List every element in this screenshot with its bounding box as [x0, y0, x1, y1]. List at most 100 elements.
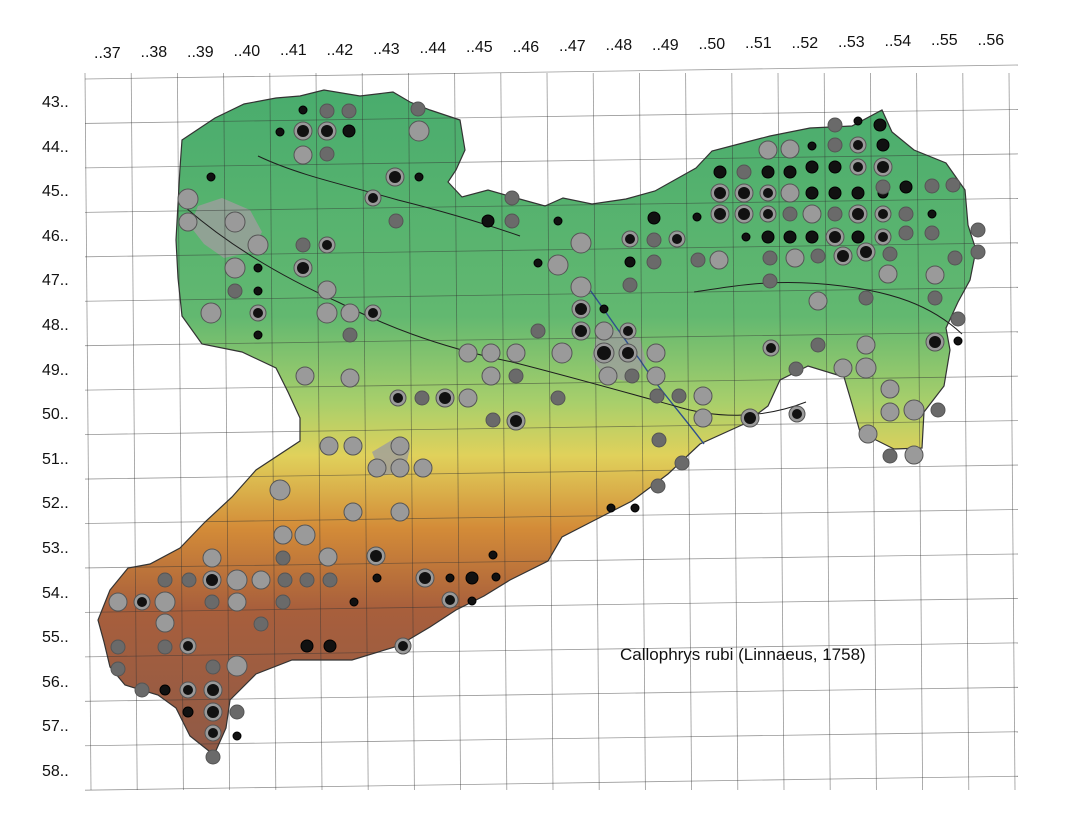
record-marker-core: [877, 161, 889, 173]
record-marker-core: [393, 393, 403, 403]
column-label: ..54: [884, 33, 912, 51]
record-marker-black: [488, 550, 498, 560]
record-marker-light: [646, 343, 666, 363]
record-marker-dark: [485, 412, 501, 428]
row-label: 50..: [42, 406, 69, 424]
record-marker-black: [182, 706, 194, 718]
grid-line: [84, 775, 1019, 791]
record-marker-black: [761, 165, 775, 179]
record-marker-light: [858, 424, 878, 444]
record-marker-light: [226, 655, 248, 677]
row-label: 46..: [42, 227, 69, 245]
grid-line: [84, 72, 92, 791]
grid-line: [500, 72, 508, 791]
record-marker-dark: [674, 455, 690, 471]
record-marker-dark: [414, 390, 430, 406]
record-marker-dark: [504, 213, 520, 229]
record-marker-black: [349, 597, 359, 607]
record-marker-core: [322, 240, 332, 250]
record-marker-core: [510, 415, 522, 427]
record-marker-dark: [157, 639, 173, 655]
record-marker-dark: [898, 225, 914, 241]
record-marker-light: [598, 366, 618, 386]
record-marker-light: [317, 280, 337, 300]
column-label: ..45: [466, 39, 493, 57]
grid-line: [685, 72, 692, 791]
record-marker-light: [646, 366, 666, 386]
record-marker-core: [297, 262, 309, 274]
record-marker-core: [763, 188, 773, 198]
row-label: 43..: [42, 94, 69, 111]
record-marker-light: [709, 250, 729, 270]
record-marker-dark: [649, 388, 665, 404]
record-marker-black: [761, 230, 775, 244]
record-marker-dark: [646, 232, 662, 248]
record-marker-light: [293, 145, 313, 165]
record-marker-core: [207, 684, 219, 696]
record-marker-dark: [204, 594, 220, 610]
record-marker-core: [297, 125, 309, 137]
record-marker-black: [298, 105, 308, 115]
record-marker-dark: [322, 572, 338, 588]
record-marker-black: [275, 127, 285, 137]
record-marker-light: [390, 458, 410, 478]
record-marker-dark: [930, 402, 946, 418]
species-title: Callophrys rubi (Linnaeus, 1758): [620, 645, 866, 664]
record-marker-black: [851, 186, 865, 200]
record-marker-black: [253, 263, 263, 273]
grid-line: [315, 72, 323, 791]
column-label: ..40: [233, 42, 261, 60]
record-marker-dark: [950, 311, 966, 327]
record-marker-light: [855, 357, 877, 379]
record-marker-dark: [319, 103, 335, 119]
record-marker-light: [316, 302, 338, 324]
grid-line: [84, 642, 1019, 658]
grid-line: [84, 509, 1019, 524]
column-label: ..52: [791, 34, 819, 52]
record-marker-dark: [110, 661, 126, 677]
record-marker-black: [599, 304, 609, 314]
column-label: ..46: [512, 38, 540, 56]
grid-line: [130, 72, 138, 791]
record-marker-light: [780, 139, 800, 159]
column-label: ..56: [977, 31, 1005, 49]
grid-line: [731, 72, 739, 791]
record-marker-black: [783, 230, 797, 244]
record-marker-light: [108, 592, 128, 612]
record-marker-dark: [134, 682, 150, 698]
record-marker-core: [860, 246, 872, 258]
record-marker-light: [177, 188, 199, 210]
record-marker-core: [137, 597, 147, 607]
record-marker-black: [206, 172, 216, 182]
record-marker-light: [878, 264, 898, 284]
record-marker-black: [805, 160, 819, 174]
record-marker-dark: [205, 659, 221, 675]
record-marker-dark: [924, 178, 940, 194]
column-label: ..39: [187, 43, 214, 61]
urban-area-leipzig: [190, 198, 262, 258]
record-marker-light: [155, 613, 175, 633]
row-label: 58..: [42, 763, 69, 780]
grid-line: [408, 72, 415, 791]
occurrence-markers: [108, 101, 986, 765]
record-marker-black: [481, 214, 495, 228]
record-marker-core: [419, 572, 431, 584]
record-marker-dark: [181, 572, 197, 588]
record-marker-black: [414, 172, 424, 182]
column-label: ..48: [605, 37, 633, 55]
grid-line: [84, 109, 1019, 124]
record-marker-core: [183, 685, 193, 695]
record-marker-dark: [319, 146, 335, 162]
grid-lines: [84, 64, 1019, 791]
column-label: ..50: [698, 35, 726, 53]
record-marker-light: [880, 379, 900, 399]
record-marker-core: [575, 303, 587, 315]
record-marker-black: [807, 141, 817, 151]
column-label: ..44: [419, 40, 447, 58]
column-label: ..38: [140, 44, 168, 62]
record-marker-core: [744, 412, 756, 424]
record-marker-light: [390, 436, 410, 456]
grid-line: [84, 553, 1019, 569]
record-marker-black: [805, 186, 819, 200]
record-marker-core: [368, 193, 378, 203]
